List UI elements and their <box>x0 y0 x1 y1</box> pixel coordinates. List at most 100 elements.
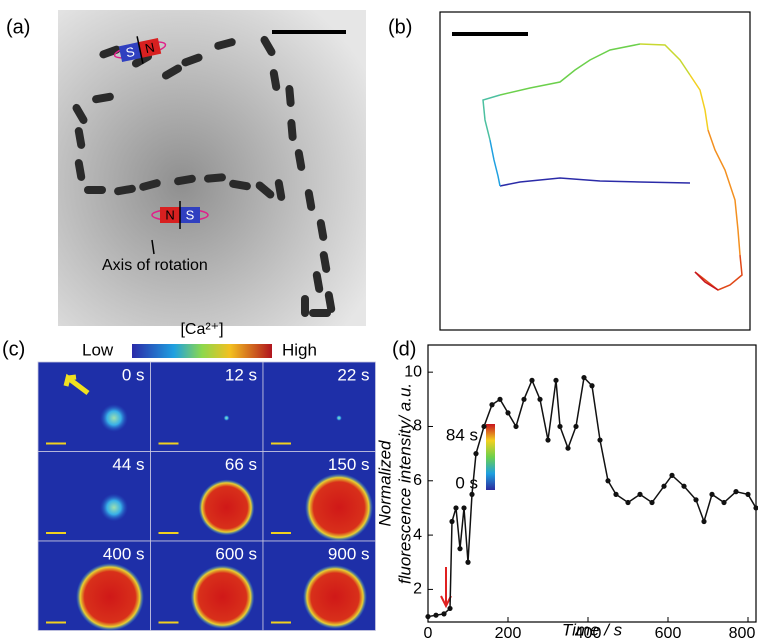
pole: N <box>165 207 174 222</box>
data-point <box>465 559 471 565</box>
x-tick-label: 400 <box>575 625 602 639</box>
y-tick-label: 4 <box>413 526 422 543</box>
data-point <box>721 499 727 506</box>
rod <box>324 291 336 313</box>
rod <box>214 38 236 50</box>
data-point <box>733 489 739 495</box>
data-point <box>753 505 758 511</box>
y-axis-title: fluorescence intensity/ a.u. <box>395 383 414 584</box>
trajectory-segment <box>689 74 709 131</box>
time-label: 150 s <box>328 455 370 474</box>
rod <box>319 251 331 273</box>
panel-label: (c) <box>2 338 25 360</box>
data-point <box>625 499 631 506</box>
magnet: N S <box>151 201 209 229</box>
panel-label: (a) <box>6 16 30 38</box>
x-tick-label: 0 <box>424 625 433 639</box>
data-point <box>661 483 667 489</box>
data-point <box>461 505 467 511</box>
data-point <box>669 472 675 478</box>
data-point <box>589 383 595 389</box>
trajectory-segment <box>694 254 743 291</box>
rod <box>174 174 196 186</box>
rod <box>84 186 106 194</box>
trajectory-segment <box>489 139 501 187</box>
rod <box>260 35 276 57</box>
y-tick-label: 8 <box>413 418 422 435</box>
data-point <box>441 611 447 617</box>
plot: 2 4 6 8 10 0 200 400 600 800 Time / s Normalized flu… <box>375 344 758 639</box>
plot-frame <box>427 344 757 623</box>
cell <box>190 565 255 629</box>
data-point <box>481 423 487 430</box>
rod <box>274 179 286 201</box>
data-point <box>497 396 503 402</box>
y-axis-title: Normalized <box>375 440 394 527</box>
tile <box>37 451 151 542</box>
y-tick-label: 10 <box>404 363 422 380</box>
rod <box>316 219 328 241</box>
time-label: 0 s <box>122 365 145 384</box>
rod <box>74 127 86 149</box>
rod <box>72 103 88 125</box>
cell <box>76 563 144 631</box>
y-tick-label: 2 <box>413 581 422 598</box>
trajectory <box>482 43 743 291</box>
rod <box>287 119 297 141</box>
colorbar-label: 0 s <box>455 473 478 492</box>
rod <box>229 179 251 191</box>
rod <box>99 45 121 59</box>
panel-label: (d) <box>392 338 416 360</box>
data-point <box>649 499 655 506</box>
trajectory-segment <box>499 43 641 96</box>
time-label: 44 s <box>112 455 144 474</box>
data-point <box>693 497 699 503</box>
data-point <box>545 437 551 443</box>
pole: S <box>124 44 136 61</box>
frame <box>439 11 751 331</box>
rod <box>294 149 306 171</box>
tile-grid: 0 s 12 s 22 s 44 s 66 s 150 s 400 s 600 s 900 s <box>37 361 376 631</box>
rod <box>301 295 309 317</box>
data-line <box>427 376 757 618</box>
magnet: S N <box>113 36 167 64</box>
colorbar <box>486 424 495 490</box>
trajectory-segment <box>639 43 691 76</box>
time-label: 22 s <box>337 365 369 384</box>
x-tick-label: 200 <box>495 625 522 639</box>
data-point <box>637 491 643 497</box>
cell <box>336 415 342 421</box>
pole: N <box>144 40 156 57</box>
data-point <box>605 478 611 484</box>
rod <box>309 309 331 317</box>
rod <box>139 179 161 191</box>
time-label: 900 s <box>328 544 370 563</box>
pointer <box>151 239 155 255</box>
arrow <box>440 567 452 609</box>
data-point <box>597 437 603 443</box>
data-point <box>473 451 479 457</box>
data-point <box>425 613 431 620</box>
trajectory-segment <box>694 271 719 291</box>
annotation: Axis of rotation <box>102 257 208 274</box>
time-label: 66 s <box>225 455 257 474</box>
rod <box>114 184 136 196</box>
trajectory-segment <box>707 129 741 256</box>
colorbar-label: Low <box>82 340 114 359</box>
data-point <box>449 518 455 525</box>
trajectory-segment <box>482 94 501 141</box>
rod <box>92 92 114 104</box>
rod <box>181 53 203 67</box>
tile <box>150 361 264 452</box>
cell <box>305 473 373 542</box>
data-point <box>457 546 463 552</box>
rod <box>161 64 183 80</box>
data-point <box>489 402 495 408</box>
time-label: 400 s <box>103 544 145 563</box>
pole: S <box>186 207 195 222</box>
data-point <box>529 377 535 383</box>
colorbar-label: High <box>282 340 317 359</box>
data-point <box>573 423 579 430</box>
data-point <box>745 491 751 497</box>
